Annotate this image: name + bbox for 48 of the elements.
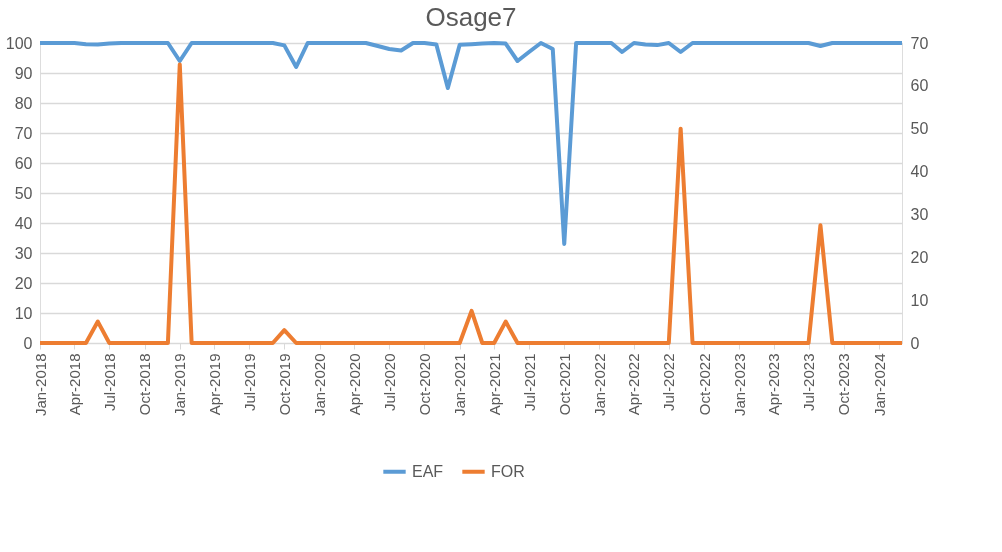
y-tick-label: 80 — [14, 94, 33, 112]
y-tick-label: 10 — [14, 304, 33, 322]
x-tick-label: Jul-2023 — [800, 353, 818, 412]
x-tick-label: Apr-2022 — [625, 353, 643, 416]
x-tick-label: Oct-2021 — [555, 353, 573, 416]
x-tick-label: Oct-2020 — [415, 353, 433, 416]
x-tick-label: Jan-2021 — [451, 353, 469, 417]
y-tick-label: 0 — [23, 334, 33, 352]
x-tick-label: Jan-2019 — [171, 353, 189, 417]
x-tick-label: Jan-2022 — [590, 353, 608, 417]
x-tick-label: Jul-2022 — [660, 353, 678, 412]
x-tick-label: Oct-2022 — [695, 353, 713, 416]
x-tick-label: Oct-2023 — [835, 353, 853, 416]
y-tick-label: 40 — [14, 214, 33, 232]
x-tick-label: Jan-2020 — [311, 353, 329, 417]
x-tick-label: Apr-2019 — [205, 353, 223, 416]
y2-tick-label: 40 — [910, 163, 929, 181]
x-tick-label: Jan-2023 — [730, 353, 748, 417]
y-tick-label: 100 — [5, 34, 33, 52]
y2-tick-label: 50 — [910, 120, 929, 138]
legend-label: EAF — [412, 462, 444, 480]
x-tick-label: Jul-2021 — [520, 353, 538, 412]
x-tick-label: Oct-2018 — [136, 353, 154, 416]
y-tick-label: 70 — [14, 124, 33, 142]
y2-tick-label: 70 — [910, 34, 929, 52]
x-tick-label: Jan-2024 — [870, 353, 888, 417]
y-tick-label: 30 — [14, 244, 33, 262]
x-tick-label: Jul-2018 — [100, 353, 118, 412]
x-tick-label: Apr-2020 — [345, 353, 363, 416]
y2-tick-label: 60 — [910, 77, 929, 95]
x-tick-label: Jul-2019 — [240, 353, 258, 412]
chart-title: Osage7 — [425, 2, 517, 32]
y-tick-label: 20 — [14, 274, 33, 292]
x-tick-label: Jul-2020 — [380, 353, 398, 412]
line-series — [38, 41, 904, 246]
y-tick-label: 60 — [14, 154, 33, 172]
y-tick-label: 50 — [14, 184, 33, 202]
x-tick-label: Apr-2021 — [485, 353, 503, 416]
y-tick-label: 90 — [14, 64, 33, 82]
legend-label: FOR — [491, 462, 525, 480]
y2-tick-label: 0 — [910, 334, 920, 352]
y2-tick-label: 10 — [910, 291, 929, 309]
x-tick-label: Apr-2023 — [765, 353, 783, 416]
y2-tick-label: 20 — [910, 248, 929, 266]
x-tick-label: Oct-2019 — [275, 353, 293, 416]
y2-tick-label: 30 — [910, 205, 929, 223]
x-tick-label: Apr-2018 — [65, 353, 83, 416]
x-tick-label: Jan-2018 — [31, 353, 49, 417]
